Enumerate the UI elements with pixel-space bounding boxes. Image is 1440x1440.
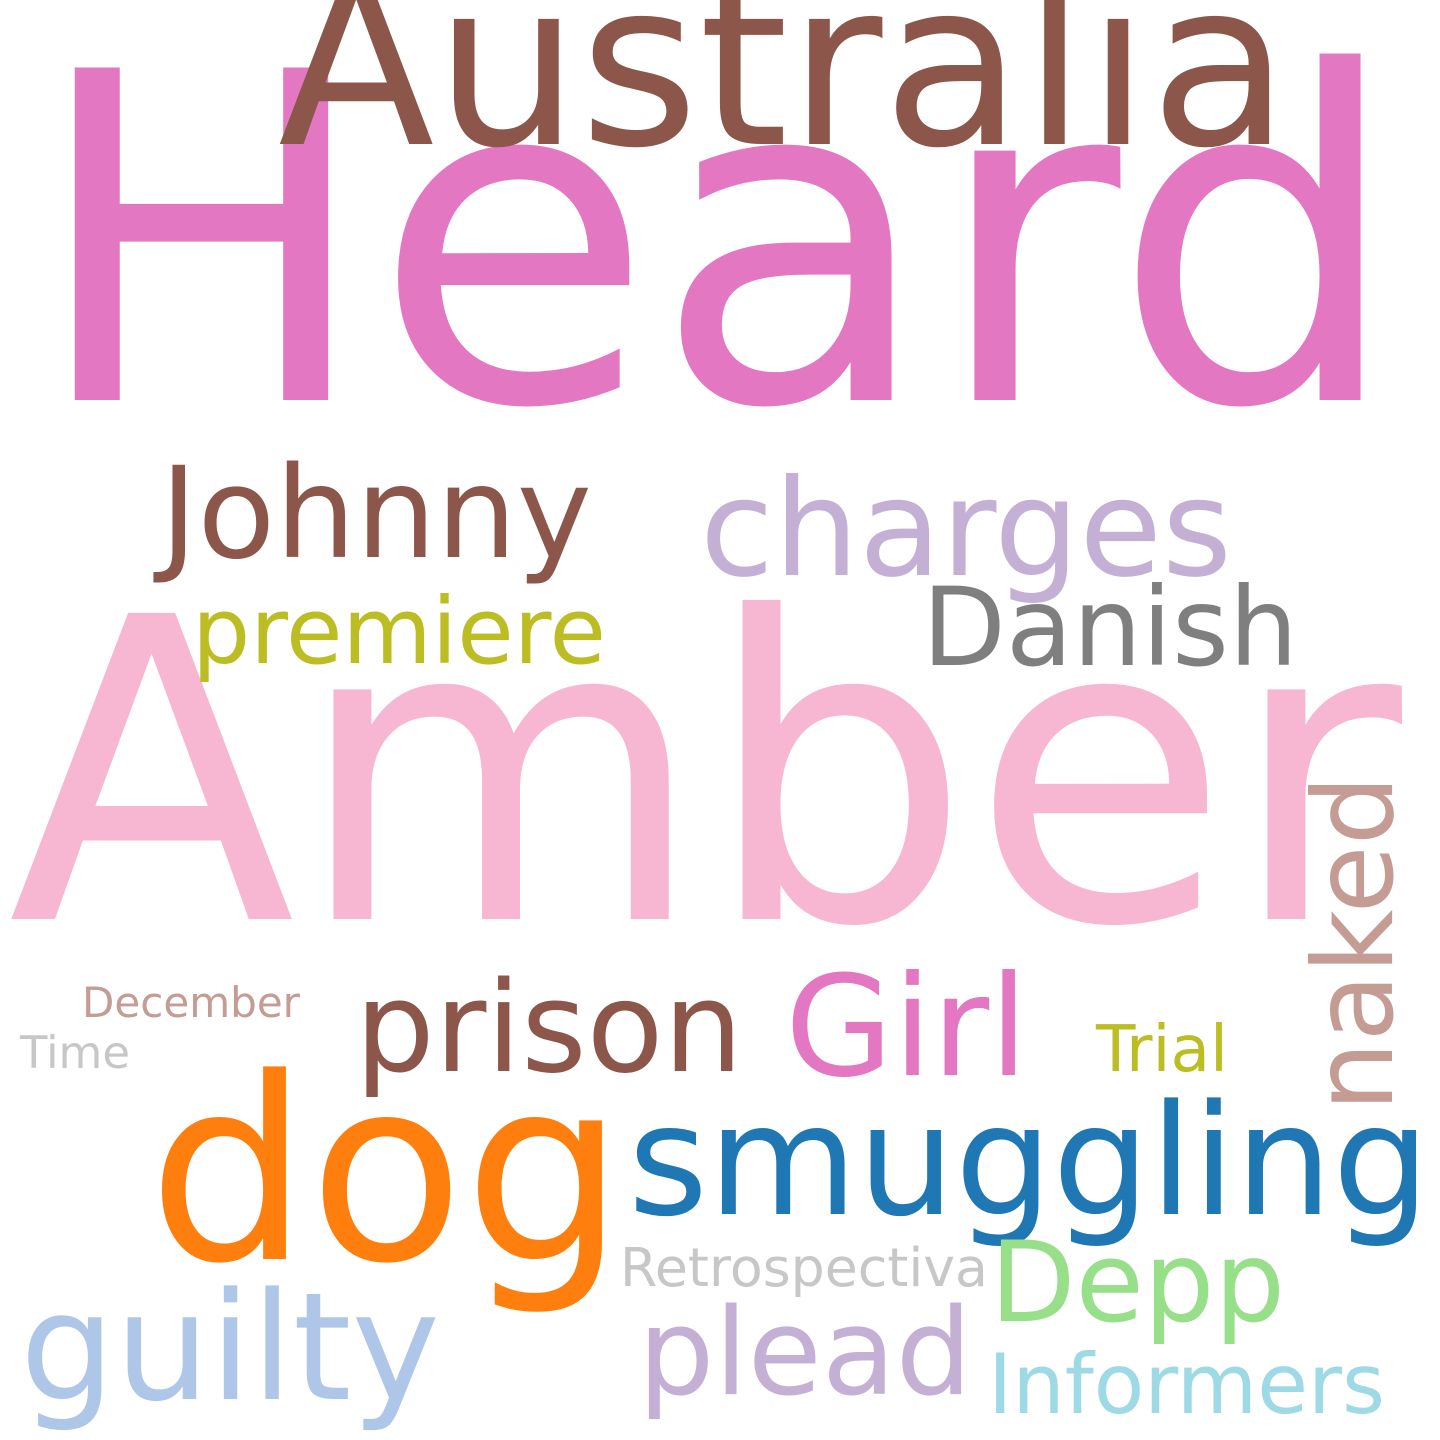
word-charges: charges <box>700 449 1232 607</box>
word-girl: Girl <box>785 945 1028 1109</box>
word-australia: Australia <box>278 0 1290 198</box>
word-heard: Heard <box>30 0 1402 509</box>
word-danish: Danish <box>922 564 1298 692</box>
word-naked: naked <box>1289 775 1419 1113</box>
word-time: Time <box>20 1026 130 1080</box>
word-plead: plead <box>638 1283 972 1423</box>
word-depp: Depp <box>990 1218 1285 1348</box>
word-retrospectiva: Retrospectiva <box>620 1236 988 1299</box>
word-prison: prison <box>355 953 743 1101</box>
word-december: December <box>82 978 300 1028</box>
word-johnny: Johnny <box>160 439 592 588</box>
word-premiere: premiere <box>192 578 606 686</box>
word-trial: Trial <box>1096 1011 1228 1087</box>
word-smuggling: smuggling <box>628 1071 1430 1251</box>
word-amber: Amber <box>8 529 1402 1019</box>
word-guilty: guilty <box>20 1261 440 1436</box>
word-informers: Informers <box>988 1337 1386 1434</box>
word-dog: dog <box>148 1023 625 1319</box>
